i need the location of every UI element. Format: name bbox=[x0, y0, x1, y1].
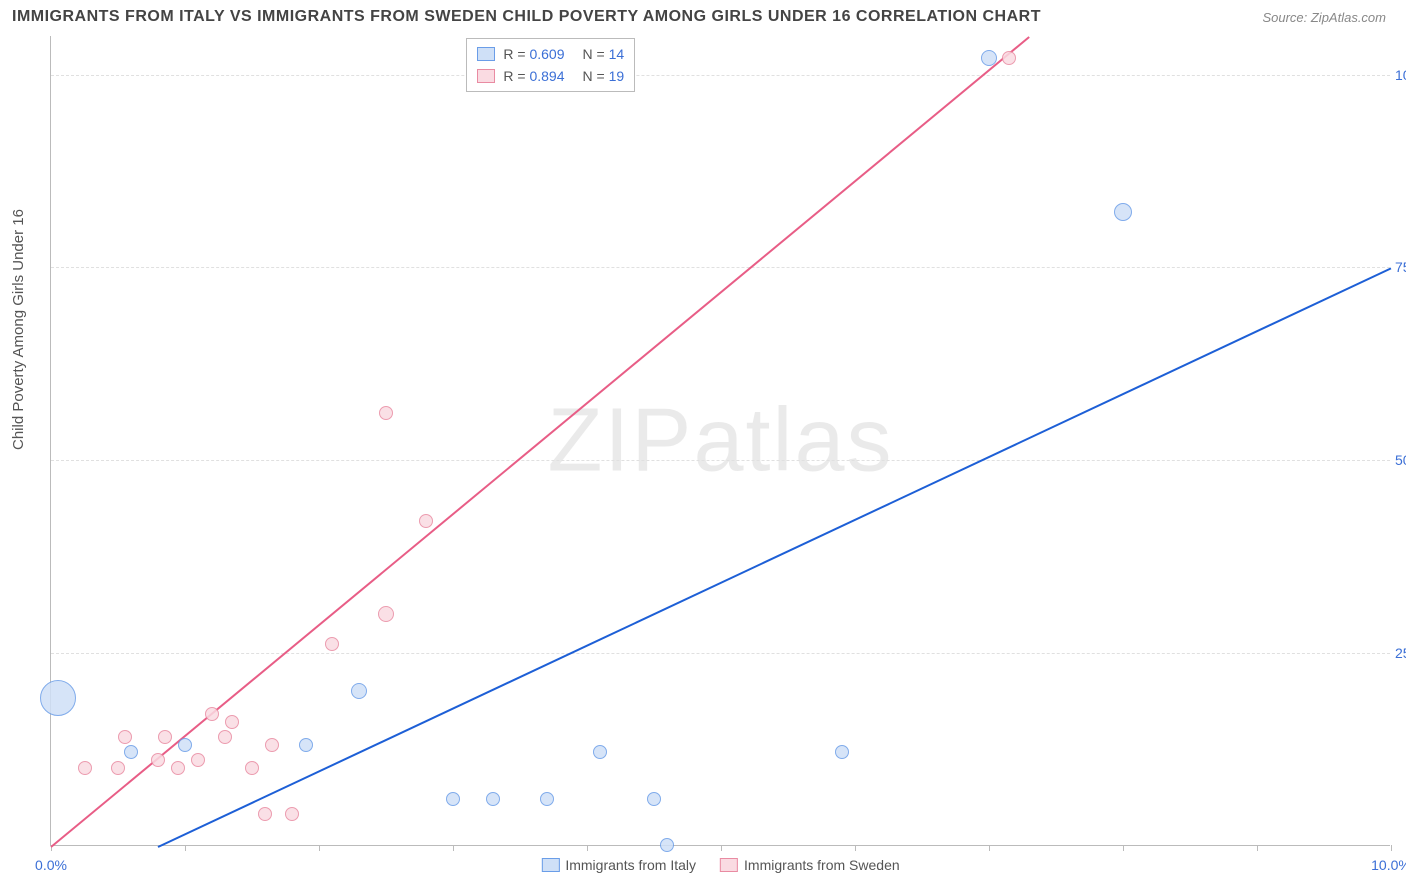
scatter-point bbox=[593, 745, 607, 759]
legend-r: R = 0.609 bbox=[503, 46, 564, 62]
scatter-point bbox=[419, 514, 433, 528]
legend-correlation: R = 0.609 N = 14 R = 0.894 N = 19 bbox=[466, 38, 635, 92]
chart-title: IMMIGRANTS FROM ITALY VS IMMIGRANTS FROM… bbox=[12, 8, 1041, 26]
gridline-h bbox=[51, 460, 1390, 461]
scatter-point bbox=[647, 792, 661, 806]
source-attribution: Source: ZipAtlas.com bbox=[1262, 10, 1386, 25]
legend-r: R = 0.894 bbox=[503, 68, 564, 84]
legend-n: N = 14 bbox=[583, 46, 625, 62]
scatter-point bbox=[325, 637, 339, 651]
scatter-point bbox=[111, 761, 125, 775]
scatter-point bbox=[299, 738, 313, 752]
scatter-point bbox=[171, 761, 185, 775]
x-tick-label: 0.0% bbox=[35, 857, 67, 873]
legend-swatch bbox=[477, 69, 495, 83]
source-value: ZipAtlas.com bbox=[1311, 10, 1386, 25]
chart-plot-area: ZIPatlas 25.0%50.0%75.0%100.0%0.0%10.0%R… bbox=[50, 36, 1390, 846]
x-tick-mark bbox=[1391, 845, 1392, 851]
scatter-point bbox=[1114, 203, 1132, 221]
scatter-point bbox=[1002, 51, 1016, 65]
scatter-point bbox=[218, 730, 232, 744]
scatter-point bbox=[446, 792, 460, 806]
scatter-point bbox=[351, 683, 367, 699]
x-tick-mark bbox=[1257, 845, 1258, 851]
y-tick-label: 75.0% bbox=[1395, 259, 1406, 275]
legend-row: R = 0.894 N = 19 bbox=[477, 65, 624, 87]
scatter-point bbox=[285, 807, 299, 821]
x-tick-mark bbox=[721, 845, 722, 851]
legend-item: Immigrants from Sweden bbox=[720, 857, 900, 873]
scatter-point bbox=[981, 50, 997, 66]
legend-label: Immigrants from Sweden bbox=[744, 857, 900, 873]
x-tick-label: 10.0% bbox=[1371, 857, 1406, 873]
scatter-point bbox=[118, 730, 132, 744]
x-tick-mark bbox=[1123, 845, 1124, 851]
legend-row: R = 0.609 N = 14 bbox=[477, 43, 624, 65]
x-tick-mark bbox=[319, 845, 320, 851]
scatter-point bbox=[158, 730, 172, 744]
scatter-point bbox=[265, 738, 279, 752]
scatter-point bbox=[225, 715, 239, 729]
source-label: Source: bbox=[1262, 10, 1310, 25]
scatter-point bbox=[205, 707, 219, 721]
regression-line bbox=[50, 36, 1029, 848]
regression-line bbox=[158, 268, 1392, 848]
gridline-h bbox=[51, 653, 1390, 654]
legend-n: N = 19 bbox=[583, 68, 625, 84]
legend-series: Immigrants from Italy Immigrants from Swe… bbox=[541, 857, 899, 873]
gridline-h bbox=[51, 75, 1390, 76]
x-tick-mark bbox=[453, 845, 454, 851]
watermark: ZIPatlas bbox=[547, 389, 893, 492]
scatter-point bbox=[191, 753, 205, 767]
scatter-point bbox=[124, 745, 138, 759]
y-tick-label: 50.0% bbox=[1395, 452, 1406, 468]
y-tick-label: 25.0% bbox=[1395, 645, 1406, 661]
scatter-point bbox=[660, 838, 674, 852]
scatter-point bbox=[258, 807, 272, 821]
legend-label: Immigrants from Italy bbox=[565, 857, 696, 873]
scatter-point bbox=[379, 406, 393, 420]
scatter-point bbox=[486, 792, 500, 806]
scatter-point bbox=[78, 761, 92, 775]
scatter-point bbox=[178, 738, 192, 752]
scatter-point bbox=[378, 606, 394, 622]
x-tick-mark bbox=[185, 845, 186, 851]
x-tick-mark bbox=[989, 845, 990, 851]
scatter-point bbox=[835, 745, 849, 759]
legend-swatch bbox=[541, 858, 559, 872]
legend-swatch bbox=[720, 858, 738, 872]
legend-item: Immigrants from Italy bbox=[541, 857, 696, 873]
x-tick-mark bbox=[587, 845, 588, 851]
scatter-point bbox=[540, 792, 554, 806]
legend-swatch bbox=[477, 47, 495, 61]
y-axis-label: Child Poverty Among Girls Under 16 bbox=[10, 209, 27, 450]
scatter-point bbox=[40, 680, 76, 716]
gridline-h bbox=[51, 267, 1390, 268]
scatter-point bbox=[245, 761, 259, 775]
x-tick-mark bbox=[855, 845, 856, 851]
y-tick-label: 100.0% bbox=[1395, 67, 1406, 83]
scatter-point bbox=[151, 753, 165, 767]
